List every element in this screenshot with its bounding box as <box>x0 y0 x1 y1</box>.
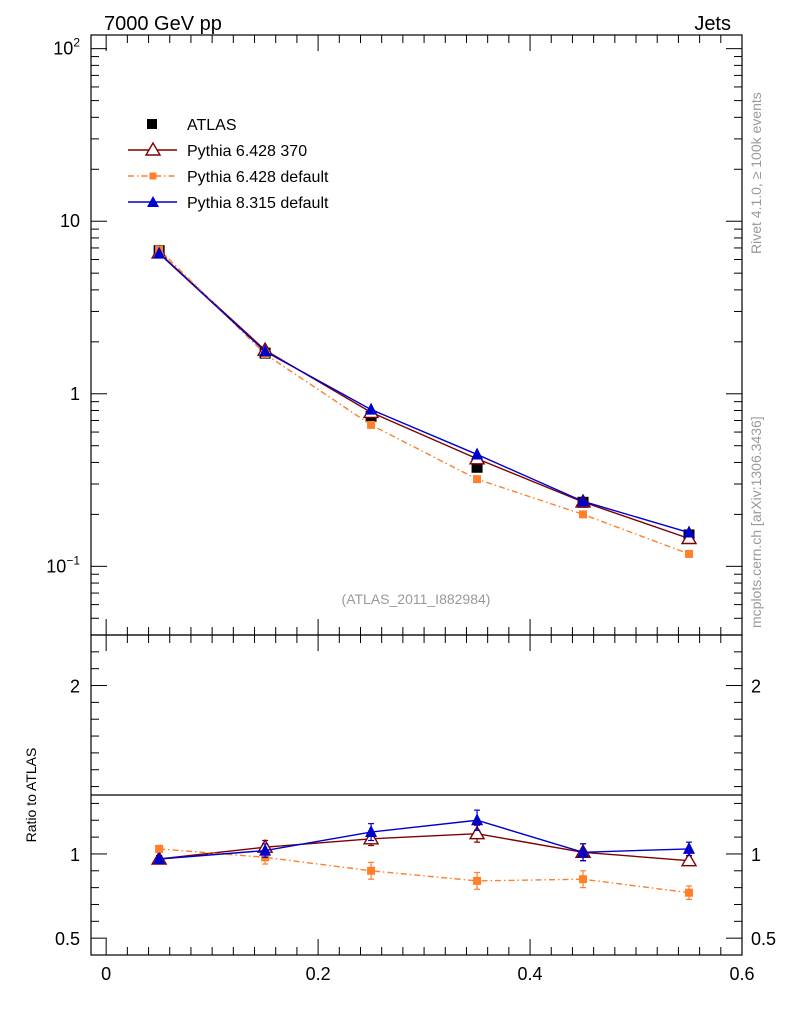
legend-marker-pythia6-default <box>149 172 157 180</box>
mcplots-reference-text: mcplots.cern.ch [arXiv:1306.3436] <box>748 416 764 628</box>
legend: ATLAS Pythia 6.428 370 Pythia 6.428 defa… <box>128 117 329 212</box>
data-point-pythia8-default <box>683 525 696 538</box>
legend-label-pythia6-default: Pythia 6.428 default <box>187 169 329 186</box>
ratio-series-line <box>159 848 690 894</box>
ratio-y-tick-label-left: 1 <box>70 845 80 865</box>
legend-label-pythia6-370: Pythia 6.428 370 <box>187 143 307 160</box>
ratio-point-pythia6-default <box>685 888 694 897</box>
ratio-point-pythia8-default <box>471 813 484 826</box>
series-line <box>158 252 690 540</box>
ratio-point-pythia6-default <box>473 876 482 885</box>
header-right-title: Jets <box>694 13 731 35</box>
legend-entry-pythia6-370: Pythia 6.428 370 <box>128 141 307 160</box>
ratio-y-tick-label-right: 0.5 <box>751 929 776 949</box>
ratio-series-line <box>159 819 690 860</box>
main-panel-series <box>150 244 698 558</box>
ratio-series-line <box>159 833 690 862</box>
ratio-panel-ticks: 0 0.2 0.4 0.6 0.5 0.5 1 1 2 2 <box>55 634 776 984</box>
series-line <box>158 249 690 555</box>
legend-marker-pythia8-default <box>147 196 159 207</box>
ratio-y-tick-label-left: 2 <box>70 677 80 697</box>
data-point-pythia6-default <box>367 420 376 429</box>
ratio-y-tick-label-left: 0.5 <box>55 929 80 949</box>
ratio-point-pythia6-370 <box>680 852 698 867</box>
ratio-series-pythia-8-315-default <box>153 809 696 864</box>
data-point-pythia8-default <box>471 447 484 460</box>
ratio-y-axis-label: Ratio to ATLAS <box>23 748 39 843</box>
legend-marker-pythia6-370 <box>144 141 162 156</box>
main-y-tick-label: 102 <box>53 36 80 59</box>
data-point-pythia8-default <box>365 402 378 415</box>
ratio-y-tick-label-right: 1 <box>751 845 761 865</box>
ratio-point-pythia8-default <box>153 852 166 864</box>
legend-entry-pythia8-default: Pythia 8.315 default <box>128 195 329 212</box>
ratio-x-tick-label: 0.6 <box>729 964 754 984</box>
ratio-point-pythia6-370 <box>468 825 486 840</box>
legend-marker-atlas <box>147 119 157 129</box>
ratio-x-tick-label: 0.4 <box>518 964 543 984</box>
ratio-x-tick-label: 0 <box>101 964 111 984</box>
main-y-tick-label: 10 <box>60 211 80 231</box>
ratio-y-tick-label-right: 2 <box>751 677 761 697</box>
ratio-x-tick-label: 0.2 <box>306 964 331 984</box>
ratio-panel-series <box>150 809 698 901</box>
data-point-pythia8-default <box>577 494 590 507</box>
ratio-point-pythia6-default <box>579 875 588 884</box>
data-point-pythia8-default <box>259 344 272 357</box>
analysis-annotation: (ATLAS_2011_I882984) <box>342 591 491 607</box>
data-point-atlas <box>471 461 483 473</box>
data-point-pythia6-default <box>579 510 588 519</box>
main-y-tick-label: 1 <box>70 384 80 404</box>
header-left-title: 7000 GeV pp <box>104 13 222 35</box>
data-point-pythia6-default <box>473 475 482 484</box>
legend-label-atlas: ATLAS <box>187 117 237 134</box>
data-point-pythia6-default <box>685 549 694 558</box>
series-line <box>158 252 690 534</box>
legend-entry-atlas: ATLAS <box>147 117 237 134</box>
data-point-pythia8-default <box>153 246 166 259</box>
rivet-version-text: Rivet 4.1.0, ≥ 100k events <box>748 92 764 254</box>
ratio-point-pythia8-default <box>683 841 696 854</box>
main-y-tick-label: 10−1 <box>46 553 80 576</box>
main-panel-ticks: 10−1 1 10 102 <box>46 35 743 636</box>
ratio-point-pythia8-default <box>259 843 272 856</box>
ratio-point-pythia8-default <box>365 825 378 838</box>
series-pythia-8-315-default <box>153 246 696 538</box>
ratio-point-pythia6-default <box>367 866 376 875</box>
ratio-point-pythia6-default <box>155 844 164 853</box>
legend-label-pythia8-default: Pythia 8.315 default <box>187 195 329 212</box>
legend-entry-pythia6-default: Pythia 6.428 default <box>128 169 329 186</box>
ratio-point-pythia8-default <box>577 845 590 858</box>
